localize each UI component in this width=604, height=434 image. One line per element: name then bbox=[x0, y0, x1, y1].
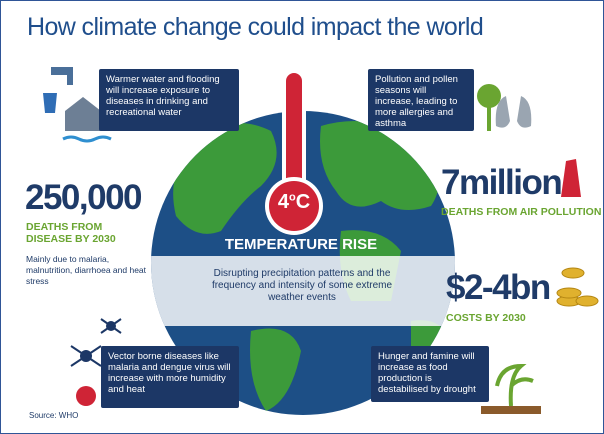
hunger-box: Hunger and famine will increase as food … bbox=[371, 346, 489, 402]
source: Source: WHO bbox=[29, 411, 79, 420]
temperature-unit: C bbox=[295, 191, 311, 213]
vector-box: Vector borne diseases like malaria and d… bbox=[101, 346, 239, 408]
plant-icon bbox=[481, 363, 541, 414]
bulb bbox=[269, 181, 319, 231]
factory-icon bbox=[561, 159, 581, 197]
thermometer bbox=[286, 73, 302, 208]
disease-figure: 250,000 bbox=[25, 178, 143, 217]
disease-label: DEATHS FROM DISEASE BY 2030 bbox=[26, 221, 116, 245]
temperature-label: TEMPERATURE RISE bbox=[224, 236, 378, 253]
costs-label: COSTS BY 2030 bbox=[446, 312, 526, 324]
temperature-number: 4 bbox=[277, 191, 289, 213]
pollution-box: Pollution and pollen seasons will increa… bbox=[368, 69, 474, 131]
water-box: Warmer water and flooding will increase … bbox=[99, 69, 239, 131]
costs-figure: $2-4bn bbox=[446, 268, 551, 307]
air-figure: 7million bbox=[441, 163, 563, 202]
temperature-degree: o bbox=[288, 191, 296, 204]
air-label: DEATHS FROM AIR POLLUTION bbox=[441, 206, 602, 218]
precipitation-text: Disrupting precipitation patterns and th… bbox=[211, 268, 393, 303]
disease-note: Mainly due to malaria, malnutrition, dia… bbox=[26, 254, 147, 286]
band bbox=[151, 256, 455, 326]
coins-icon bbox=[556, 267, 599, 307]
lungs-icon bbox=[477, 84, 532, 131]
title: How climate change could impact the worl… bbox=[27, 13, 484, 41]
temperature: 4oC bbox=[269, 191, 319, 214]
mosquito-icon bbox=[70, 318, 122, 406]
tap-icon bbox=[43, 67, 112, 143]
